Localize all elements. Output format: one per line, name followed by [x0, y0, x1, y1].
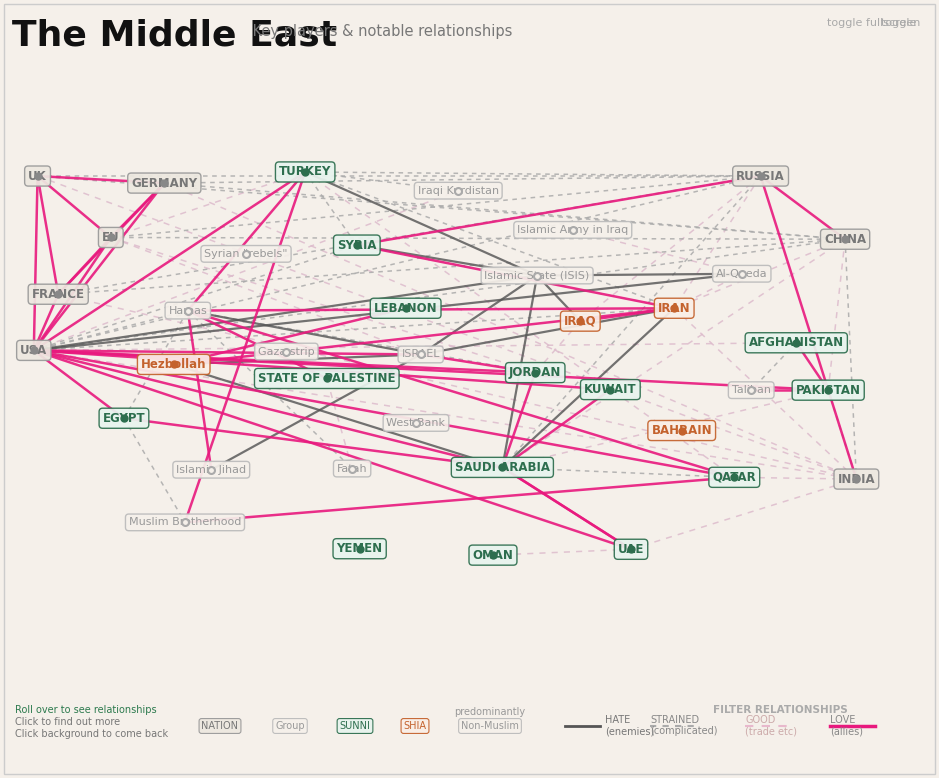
- Text: STATE OF PALESTINE: STATE OF PALESTINE: [258, 372, 395, 385]
- Text: RUSSIA: RUSSIA: [736, 170, 785, 183]
- Text: Hezbollah: Hezbollah: [141, 358, 207, 371]
- Text: Muslim Brotherhood: Muslim Brotherhood: [129, 517, 241, 527]
- Text: Group: Group: [275, 721, 305, 731]
- Text: EGYPT: EGYPT: [102, 412, 146, 425]
- Text: Click to find out more: Click to find out more: [15, 717, 120, 727]
- Text: FRANCE: FRANCE: [32, 288, 85, 301]
- Text: IRAQ: IRAQ: [564, 314, 596, 328]
- Text: ISRAEL: ISRAEL: [401, 349, 440, 359]
- Text: (trade etc): (trade etc): [745, 726, 797, 736]
- Text: UK: UK: [28, 170, 47, 183]
- Text: SHIA: SHIA: [404, 721, 426, 731]
- Text: TURKEY: TURKEY: [279, 166, 331, 178]
- Text: Click background to come back: Click background to come back: [15, 729, 168, 739]
- Text: West Bank: West Bank: [387, 418, 445, 428]
- Text: Gaza strip: Gaza strip: [258, 346, 315, 356]
- Text: PAKISTAN: PAKISTAN: [795, 384, 861, 397]
- Text: YEMEN: YEMEN: [336, 542, 383, 555]
- Text: Islamic State (ISIS): Islamic State (ISIS): [485, 271, 590, 281]
- Text: INDIA: INDIA: [838, 472, 875, 485]
- Text: STRAINED: STRAINED: [650, 715, 700, 725]
- Text: (allies): (allies): [830, 726, 863, 736]
- Text: GERMANY: GERMANY: [131, 177, 197, 190]
- Text: KUWAIT: KUWAIT: [584, 383, 637, 396]
- Text: SYRIA: SYRIA: [337, 239, 377, 251]
- Text: JORDAN: JORDAN: [509, 366, 562, 379]
- Text: LEBANON: LEBANON: [374, 302, 438, 315]
- Text: UAE: UAE: [618, 543, 644, 555]
- Text: CHINA: CHINA: [824, 233, 866, 246]
- Text: Syrian "rebels": Syrian "rebels": [205, 249, 287, 259]
- Text: USA: USA: [20, 344, 48, 357]
- Text: Islamic Army in Iraq: Islamic Army in Iraq: [517, 225, 628, 235]
- Text: toggle: toggle: [881, 18, 920, 28]
- Text: NATION: NATION: [202, 721, 239, 731]
- Text: GOOD: GOOD: [745, 715, 776, 725]
- Text: Hamas: Hamas: [168, 306, 208, 316]
- Text: OMAN: OMAN: [472, 548, 514, 562]
- Text: QATAR: QATAR: [713, 471, 756, 484]
- Text: Taliban: Taliban: [731, 385, 771, 395]
- Text: AFGHANISTAN: AFGHANISTAN: [748, 336, 844, 349]
- Text: HATE: HATE: [605, 715, 630, 725]
- Text: Key players & notable relationships: Key players & notable relationships: [248, 24, 513, 39]
- Text: predominantly: predominantly: [454, 707, 526, 717]
- Text: SUNNI: SUNNI: [340, 721, 371, 731]
- Text: The Middle East: The Middle East: [12, 18, 337, 52]
- Text: toggle fullscreen: toggle fullscreen: [826, 18, 920, 28]
- Text: LOVE: LOVE: [830, 715, 855, 725]
- Text: (enemies): (enemies): [605, 726, 654, 736]
- Text: Iraqi Kurdistan: Iraqi Kurdistan: [418, 186, 499, 196]
- Text: Islamic Jihad: Islamic Jihad: [177, 464, 246, 475]
- Text: Fatah: Fatah: [337, 464, 367, 474]
- Text: Non-Muslim: Non-Muslim: [461, 721, 519, 731]
- Text: Roll over to see relationships: Roll over to see relationships: [15, 705, 157, 715]
- Text: EU: EU: [102, 231, 119, 244]
- Text: (complicated): (complicated): [650, 726, 717, 736]
- Text: IRAN: IRAN: [658, 302, 690, 315]
- Text: SAUDI ARABIA: SAUDI ARABIA: [454, 461, 550, 474]
- Text: FILTER RELATIONSHIPS: FILTER RELATIONSHIPS: [713, 705, 847, 715]
- Text: Al-Qaeda: Al-Qaeda: [716, 268, 767, 279]
- Text: BAHRAIN: BAHRAIN: [652, 424, 712, 437]
